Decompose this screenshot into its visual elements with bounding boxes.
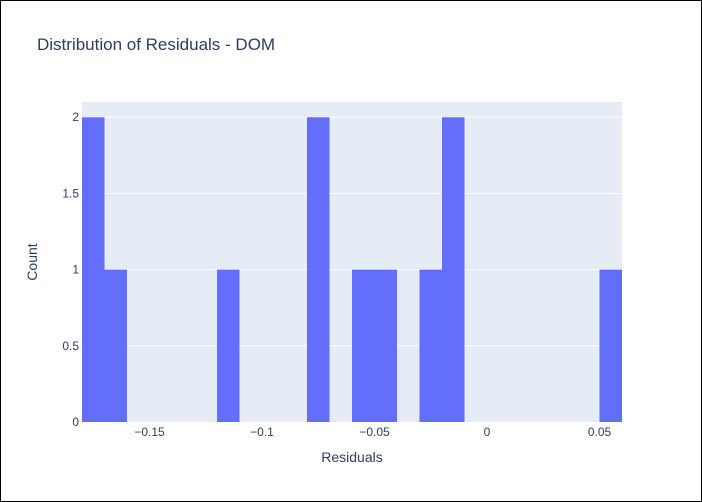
chart-title: Distribution of Residuals - DOM bbox=[37, 35, 276, 54]
x-tick-label: −0.15 bbox=[134, 425, 165, 439]
histogram-bar bbox=[374, 269, 397, 422]
histogram-bar bbox=[104, 269, 127, 422]
y-tick-label: 0.5 bbox=[62, 339, 79, 353]
histogram-bar bbox=[352, 269, 375, 422]
y-tick-label: 1.5 bbox=[62, 186, 79, 200]
y-tick-label: 2 bbox=[72, 110, 79, 124]
x-tick-label: −0.1 bbox=[250, 425, 274, 439]
y-axis-title: Count bbox=[24, 243, 40, 280]
histogram-bar bbox=[307, 117, 330, 422]
histogram-bar bbox=[419, 269, 442, 422]
y-tick-label: 1 bbox=[72, 263, 79, 277]
y-tick-label: 0 bbox=[72, 415, 79, 429]
x-axis-title: Residuals bbox=[321, 449, 382, 465]
bars bbox=[82, 117, 622, 422]
histogram-bar bbox=[599, 269, 622, 422]
histogram-bar bbox=[217, 269, 240, 422]
x-tick-label: 0.05 bbox=[588, 425, 612, 439]
x-tick-label: −0.05 bbox=[359, 425, 390, 439]
x-axis-ticks: −0.15 −0.1 −0.05 0 0.05 bbox=[134, 425, 611, 439]
histogram-bar bbox=[82, 117, 105, 422]
histogram-bar bbox=[442, 117, 465, 422]
x-tick-label: 0 bbox=[484, 425, 491, 439]
y-axis-ticks: 0 0.5 1 1.5 2 bbox=[62, 110, 79, 429]
